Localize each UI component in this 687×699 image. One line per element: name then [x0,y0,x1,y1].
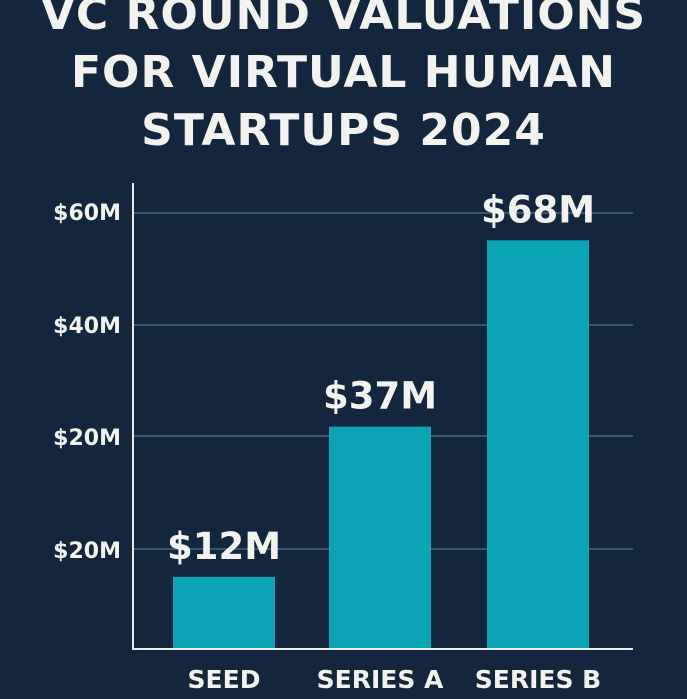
data-label: $68M [481,188,595,231]
x-tick-label: SERIES B [475,665,601,694]
x-tick-label: SEED [188,665,261,694]
y-tick-label: $40M [53,314,121,339]
title-line: VC ROUND VALUATIONS [40,0,647,40]
chart-title: VC ROUND VALUATIONS FOR VIRTUAL HUMAN ST… [0,0,687,160]
data-label: $37M [323,375,437,418]
y-tick-label: $20M [53,426,121,451]
title-line: FOR VIRTUAL HUMAN [71,47,616,98]
x-tick-label: SERIES A [317,665,444,694]
bar [487,240,589,649]
y-tick-label: $20M [53,539,121,564]
data-label: $12M [167,525,281,568]
bar [329,426,431,649]
bar [173,576,275,649]
title-line: STARTUPS 2024 [141,105,546,156]
y-tick-label: $60M [53,201,121,226]
